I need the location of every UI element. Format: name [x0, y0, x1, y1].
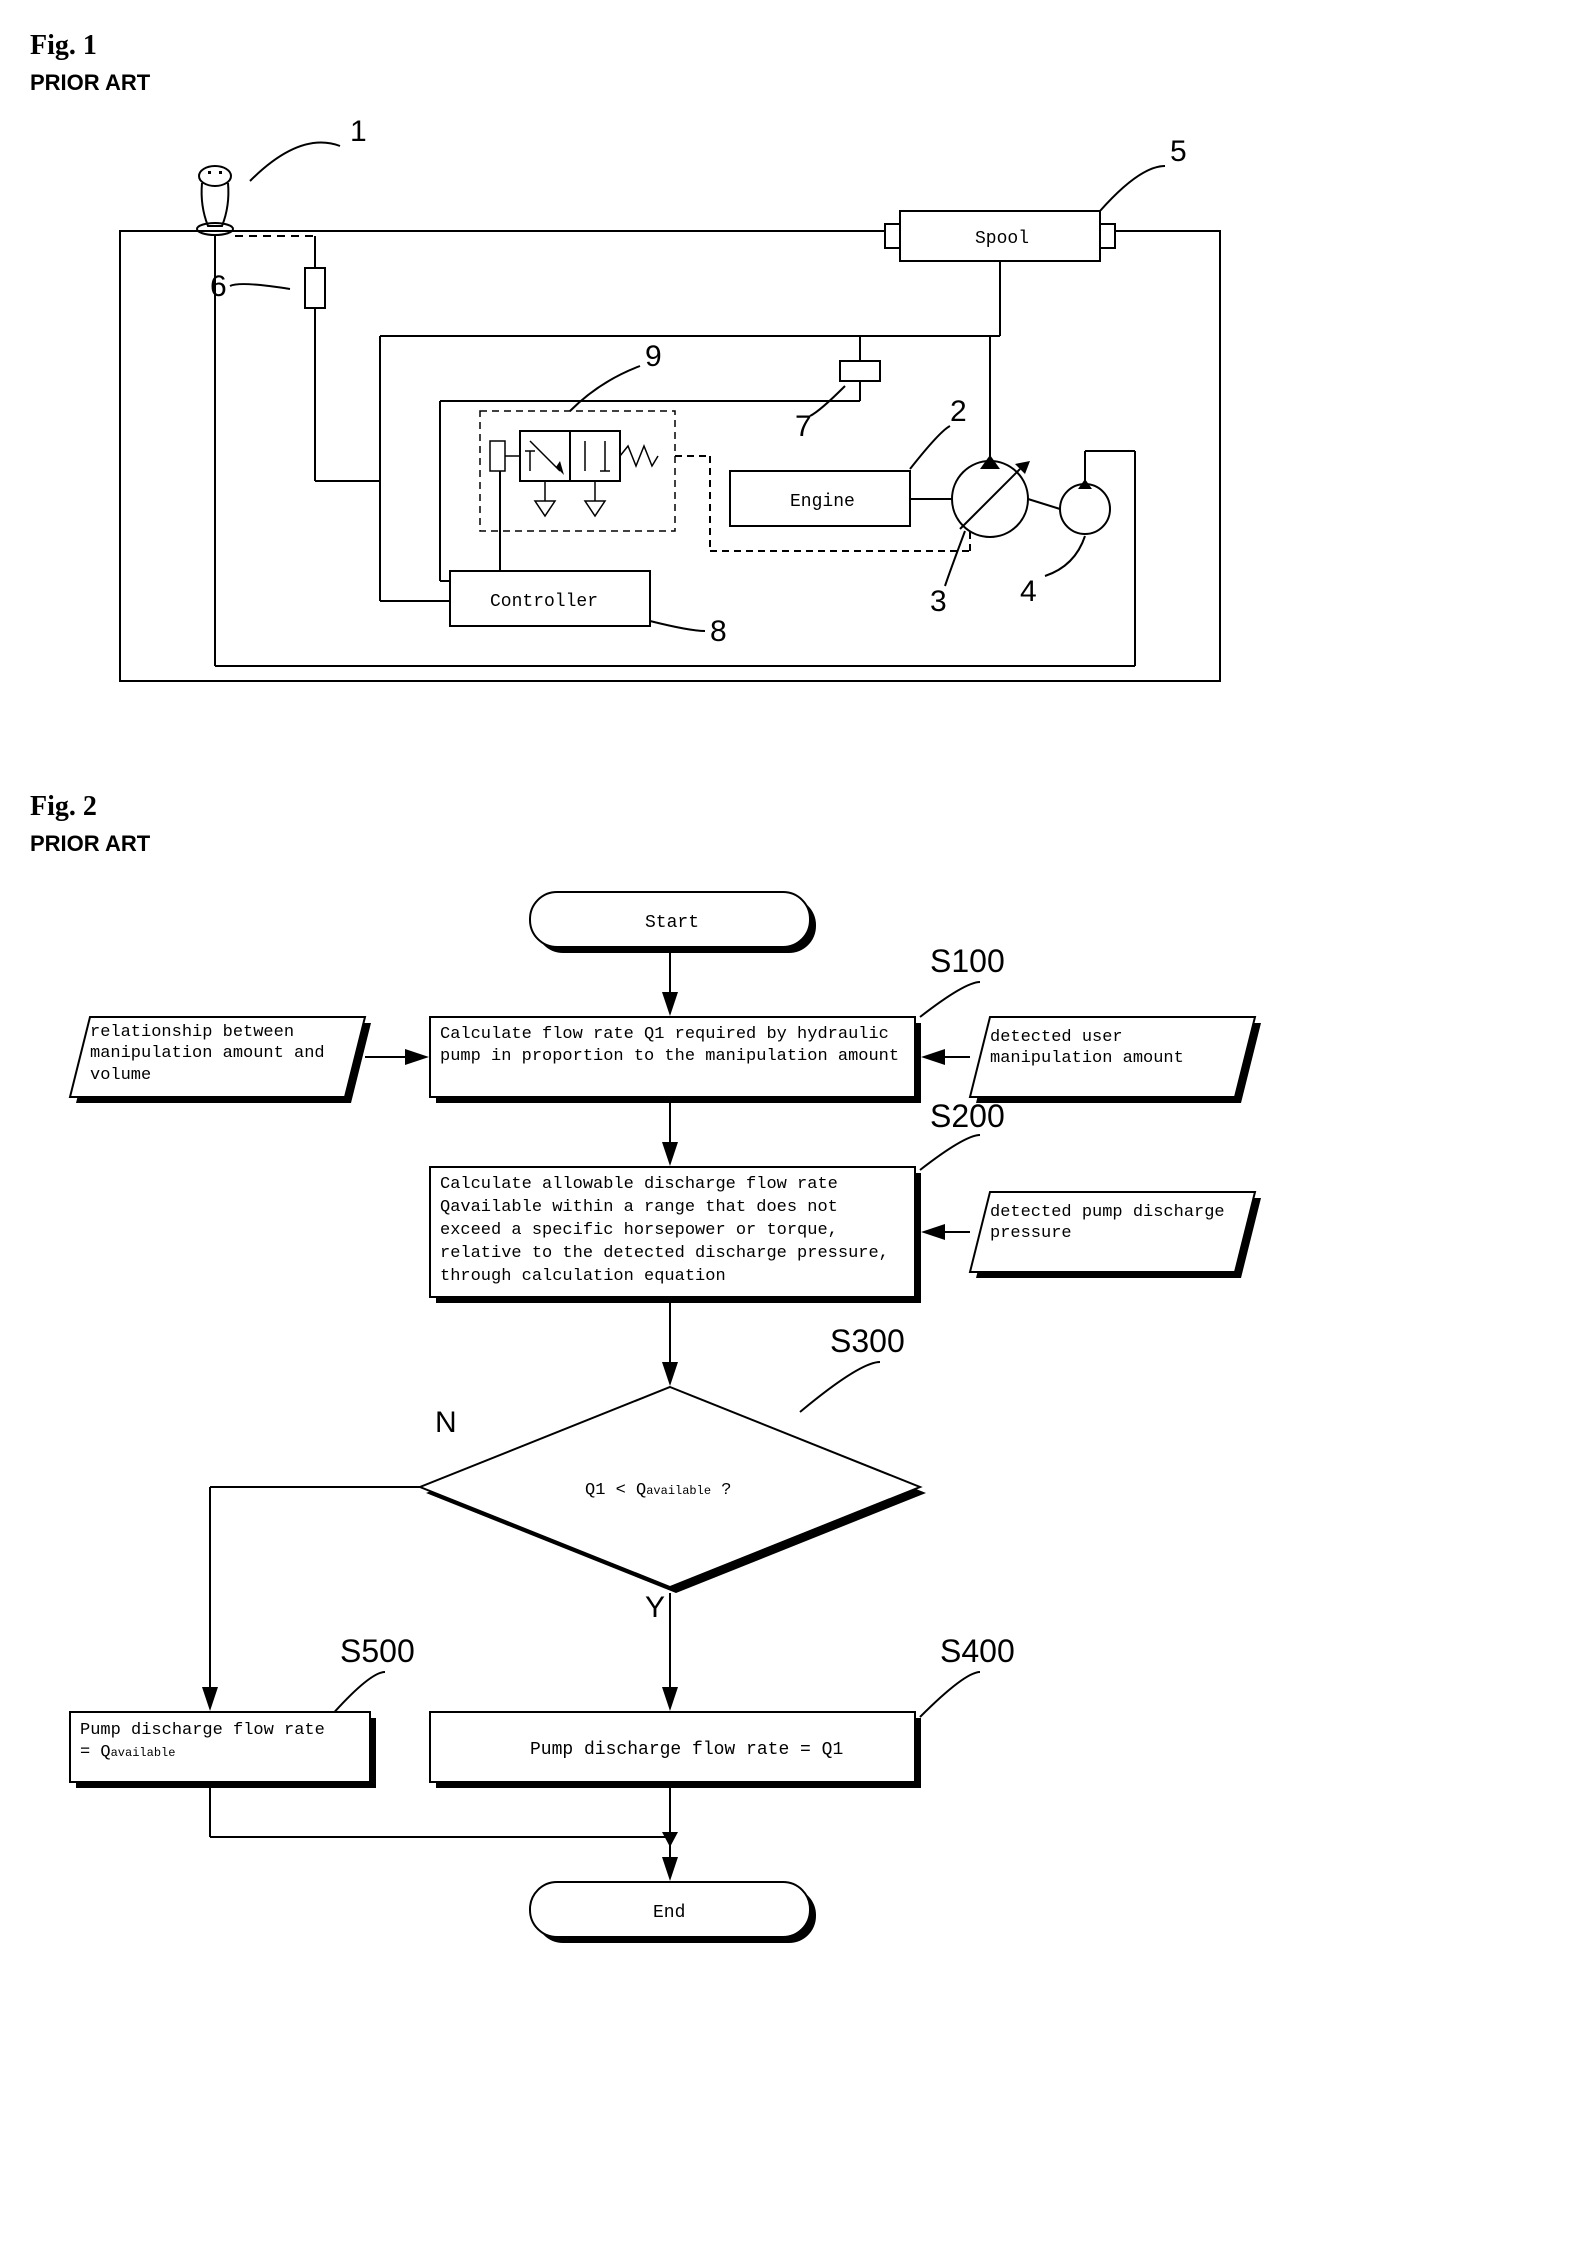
callout-1-leader [250, 143, 340, 181]
input-relationship: relationship between manipulation amount… [70, 1017, 371, 1103]
callout-6-leader [230, 284, 290, 289]
pump-variable-icon [952, 455, 1030, 537]
fig2-label: Fig. 2 [30, 791, 1559, 823]
no-label: N [435, 1406, 457, 1439]
s400-node: Pump discharge flow rate = Q1 [430, 1712, 921, 1788]
callout-9: 9 [645, 340, 662, 373]
fig1-schematic: 1 Spool 5 6 7 [30, 111, 1290, 731]
callout-2-leader [910, 426, 950, 469]
s500-node: Pump discharge flow rate = Qavailable [70, 1712, 376, 1788]
yes-label: Y [645, 1591, 665, 1624]
joystick-icon [197, 166, 233, 235]
input-left-text: relationship between manipulation amount… [90, 1023, 325, 1085]
callout-5: 5 [1170, 135, 1187, 168]
s200-text: Calculate allowable discharge flow rate … [440, 1175, 889, 1286]
fig1-label: Fig. 1 [30, 30, 1559, 62]
s300-node: Q1 < Qavailable ? [420, 1387, 926, 1593]
sensor-6 [305, 268, 325, 308]
callout-7: 7 [795, 410, 812, 443]
callout-3: 3 [930, 585, 947, 618]
callout-1: 1 [350, 115, 367, 148]
input-user-manip: detected user manipulation amount [970, 1017, 1261, 1103]
engine-text: Engine [790, 492, 855, 512]
s500-text-1: Pump discharge flow rate [80, 1721, 325, 1740]
fig1-prior-art: PRIOR ART [30, 70, 1559, 96]
callout-3-leader [945, 531, 965, 586]
pump-pilot-icon [1060, 479, 1110, 534]
s500-label: S500 [340, 1633, 415, 1669]
figure-1: Fig. 1 PRIOR ART 1 Spool [30, 30, 1559, 731]
end-text: End [653, 1903, 685, 1923]
callout-4: 4 [1020, 575, 1037, 608]
s300-label: S300 [830, 1323, 905, 1359]
start-text: Start [645, 913, 699, 933]
s400-label: S400 [940, 1633, 1015, 1669]
controller-text: Controller [490, 592, 598, 612]
s100-label: S100 [930, 943, 1005, 979]
s200-label: S200 [930, 1098, 1005, 1134]
callout-2: 2 [950, 395, 967, 428]
figure-2: Fig. 2 PRIOR ART Start S100 relationship… [30, 791, 1559, 1972]
end-node: End [530, 1882, 816, 1943]
start-node: Start [530, 892, 816, 953]
sensor-7 [840, 361, 880, 381]
spool-box: Spool [885, 211, 1115, 261]
s400-text: Pump discharge flow rate = Q1 [530, 1740, 843, 1760]
fig2-prior-art: PRIOR ART [30, 831, 1559, 857]
callout-6: 6 [210, 270, 227, 303]
callout-9-leader [570, 366, 640, 411]
spool-text: Spool [975, 229, 1029, 249]
callout-5-leader [1100, 166, 1165, 211]
input-pump-pressure: detected pump discharge pressure [970, 1192, 1261, 1278]
s100-text: Calculate flow rate Q1 required by hydra… [440, 1025, 899, 1066]
fig2-flowchart: Start S100 relationship between manipula… [30, 872, 1290, 1972]
s200-node: Calculate allowable discharge flow rate … [430, 1167, 921, 1303]
callout-8: 8 [710, 615, 727, 648]
input-right2-text: detected pump discharge pressure [990, 1203, 1225, 1243]
callout-8-leader [650, 621, 705, 631]
input-right1-text: detected user manipulation amount [990, 1028, 1184, 1068]
s100-node: Calculate flow rate Q1 required by hydra… [430, 1017, 921, 1103]
s300-text: Q1 < Qavailable ? [585, 1481, 731, 1500]
valve-9-icon [490, 431, 658, 516]
outer-frame [120, 231, 1220, 681]
callout-4-leader [1045, 536, 1085, 576]
